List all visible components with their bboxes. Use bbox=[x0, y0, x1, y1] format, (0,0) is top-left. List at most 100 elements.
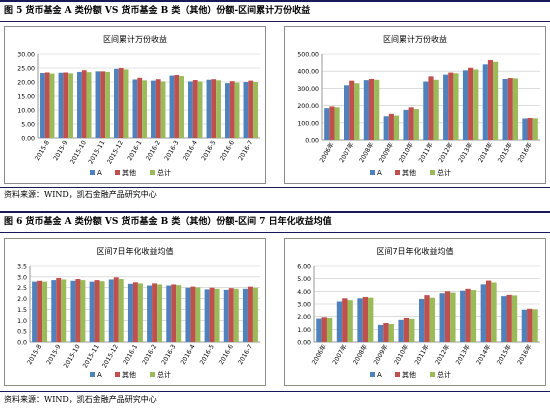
bar-A-2016-2 bbox=[151, 80, 156, 138]
bar-A-2006年 bbox=[324, 108, 330, 140]
legend-label: 总计 bbox=[157, 370, 171, 379]
bar-A-2016年 bbox=[521, 309, 528, 342]
legend-swatch bbox=[430, 372, 435, 377]
bar-其他-2015-8 bbox=[44, 72, 50, 138]
bar-其他-2015-8 bbox=[37, 280, 43, 342]
bar-其他-2006年 bbox=[321, 317, 327, 342]
chart-title: 区间累计万份收益 bbox=[383, 34, 447, 44]
bar-A-2011年 bbox=[423, 81, 429, 140]
bar-总计-2009年 bbox=[388, 324, 394, 342]
figure-5-source: 资料来源：WIND，凯石金融产品研究中心 bbox=[4, 190, 157, 199]
bar-其他-2010年 bbox=[403, 317, 410, 342]
bar-A-2007年 bbox=[336, 301, 343, 342]
bar-总计-2015-12 bbox=[118, 279, 124, 342]
chart-cumulative-income-monthly: 区间累计万份收益 0.00 5.00 10.00 15.00 20.00 25.00 30.0… bbox=[4, 26, 266, 184]
figure-6-title-rule bbox=[0, 232, 550, 233]
bar-其他-2016-2 bbox=[152, 283, 158, 342]
bar-A-2016-2 bbox=[147, 285, 153, 342]
bar-A-2015-8 bbox=[32, 281, 38, 342]
legend-swatch bbox=[430, 170, 435, 175]
y-tick-label: 20.00 bbox=[17, 80, 35, 87]
legend-label: A bbox=[97, 169, 102, 177]
bar-其他-2016-3 bbox=[171, 284, 177, 342]
bar-A-2015-12 bbox=[108, 279, 114, 342]
bar-总计-2016-2 bbox=[160, 81, 166, 138]
bar-总计-2015-9 bbox=[61, 279, 67, 342]
bar-其他-2015-11 bbox=[100, 71, 106, 138]
chart-title: 区间累计万份收益 bbox=[103, 34, 167, 44]
bar-总计-2008年 bbox=[374, 79, 380, 140]
bar-A-2016-1 bbox=[127, 283, 133, 342]
bar-总计-2016-6 bbox=[233, 288, 239, 342]
y-tick-label: 1.0 bbox=[17, 318, 27, 325]
bar-总计-2012年 bbox=[450, 292, 456, 342]
bar-总计-2016-7 bbox=[252, 287, 258, 342]
bar-其他-2012年 bbox=[448, 72, 454, 140]
bar-其他-2016-5 bbox=[209, 287, 215, 342]
bar-总计-2006年 bbox=[326, 317, 333, 342]
bar-总计-2015-9 bbox=[68, 73, 73, 138]
figure-5-title: 图 5 货币基金 A 类份额 VS 货币基金 B 类（其他）份额-区间累计万份收… bbox=[4, 6, 311, 16]
bar-总计-2016-5 bbox=[214, 288, 220, 342]
chart-title: 区间7日年化收益均值 bbox=[96, 246, 173, 256]
bar-A-2013年 bbox=[460, 290, 466, 342]
legend-label: 其他 bbox=[122, 370, 136, 379]
chart-7day-yield-monthly: 区间7日年化收益均值0.00.51.01.52.02.53.03.52015-8… bbox=[4, 238, 266, 386]
legend-label: 其他 bbox=[402, 168, 416, 177]
figure-6-top-rule bbox=[0, 211, 550, 213]
bar-A-2010年 bbox=[398, 319, 404, 342]
y-tick-label: 3.00 bbox=[297, 302, 311, 309]
bar-A-2016-6 bbox=[225, 83, 230, 138]
y-tick-label: 0.5 bbox=[17, 329, 27, 336]
bar-总计-2015年 bbox=[512, 78, 519, 140]
bar-A-2015-9 bbox=[51, 280, 57, 342]
bar-总计-2016-3 bbox=[179, 76, 184, 138]
bar-其他-2015-12 bbox=[113, 277, 119, 342]
figure-6-source: 资料来源：WIND，凯石金融产品研究中心 bbox=[4, 395, 157, 404]
legend-swatch bbox=[115, 372, 120, 377]
bar-其他-2013年 bbox=[468, 67, 474, 140]
legend-swatch bbox=[370, 372, 375, 377]
bar-总计-2015-8 bbox=[42, 281, 48, 342]
y-tick-label: 0.00 bbox=[305, 138, 319, 145]
bar-总计-2016-4 bbox=[195, 287, 201, 342]
bar-其他-2016-6 bbox=[229, 81, 235, 138]
bar-A-2014年 bbox=[482, 64, 488, 140]
legend-label: 总计 bbox=[437, 168, 451, 177]
chart-7day-yield-yearly: 区间7日年化收益均值0.001.002.003.004.005.006.0020… bbox=[284, 238, 546, 386]
bar-A-2016-4 bbox=[185, 287, 191, 342]
y-tick-label: 3.0 bbox=[17, 274, 27, 281]
bar-总计-2006年 bbox=[334, 107, 340, 140]
bar-其他-2016-5 bbox=[211, 79, 217, 138]
legend-label: A bbox=[97, 371, 102, 379]
bar-A-2011年 bbox=[418, 298, 425, 342]
chart-title: 区间7日年化收益均值 bbox=[376, 246, 453, 256]
bar-总计-2014年 bbox=[493, 61, 499, 140]
bar-总计-2015年 bbox=[511, 295, 518, 342]
bar-A-2016-5 bbox=[206, 79, 212, 138]
y-tick-label: 5.00 bbox=[21, 122, 35, 129]
bar-A-2016-6 bbox=[223, 289, 229, 342]
bar-总计-2016-4 bbox=[197, 81, 203, 138]
bar-总计-2013年 bbox=[470, 290, 477, 342]
y-tick-label: 2.00 bbox=[297, 314, 311, 321]
bar-总计-2016年 bbox=[532, 118, 538, 140]
bar-总计-2016-1 bbox=[142, 80, 147, 138]
legend-swatch bbox=[115, 170, 120, 175]
bar-总计-2008年 bbox=[368, 297, 374, 342]
y-tick-label: 2.0 bbox=[17, 296, 27, 303]
bar-其他-2008年 bbox=[362, 297, 369, 342]
bar-A-2016-3 bbox=[169, 75, 175, 138]
legend-label: 其他 bbox=[402, 370, 416, 379]
bar-其他-2015年 bbox=[506, 294, 512, 342]
bar-其他-2016-1 bbox=[132, 282, 138, 342]
bar-总计-2009年 bbox=[393, 115, 400, 140]
bar-其他-2010年 bbox=[408, 107, 414, 140]
bar-总计-2015-10 bbox=[86, 72, 92, 138]
bar-A-2008年 bbox=[357, 298, 363, 342]
bar-其他-2016-2 bbox=[155, 79, 161, 138]
bar-其他-2015-10 bbox=[75, 279, 81, 342]
bar-总计-2016-3 bbox=[176, 285, 182, 342]
bar-其他-2015-10 bbox=[81, 70, 87, 138]
y-tick-label: 4.00 bbox=[297, 289, 311, 296]
